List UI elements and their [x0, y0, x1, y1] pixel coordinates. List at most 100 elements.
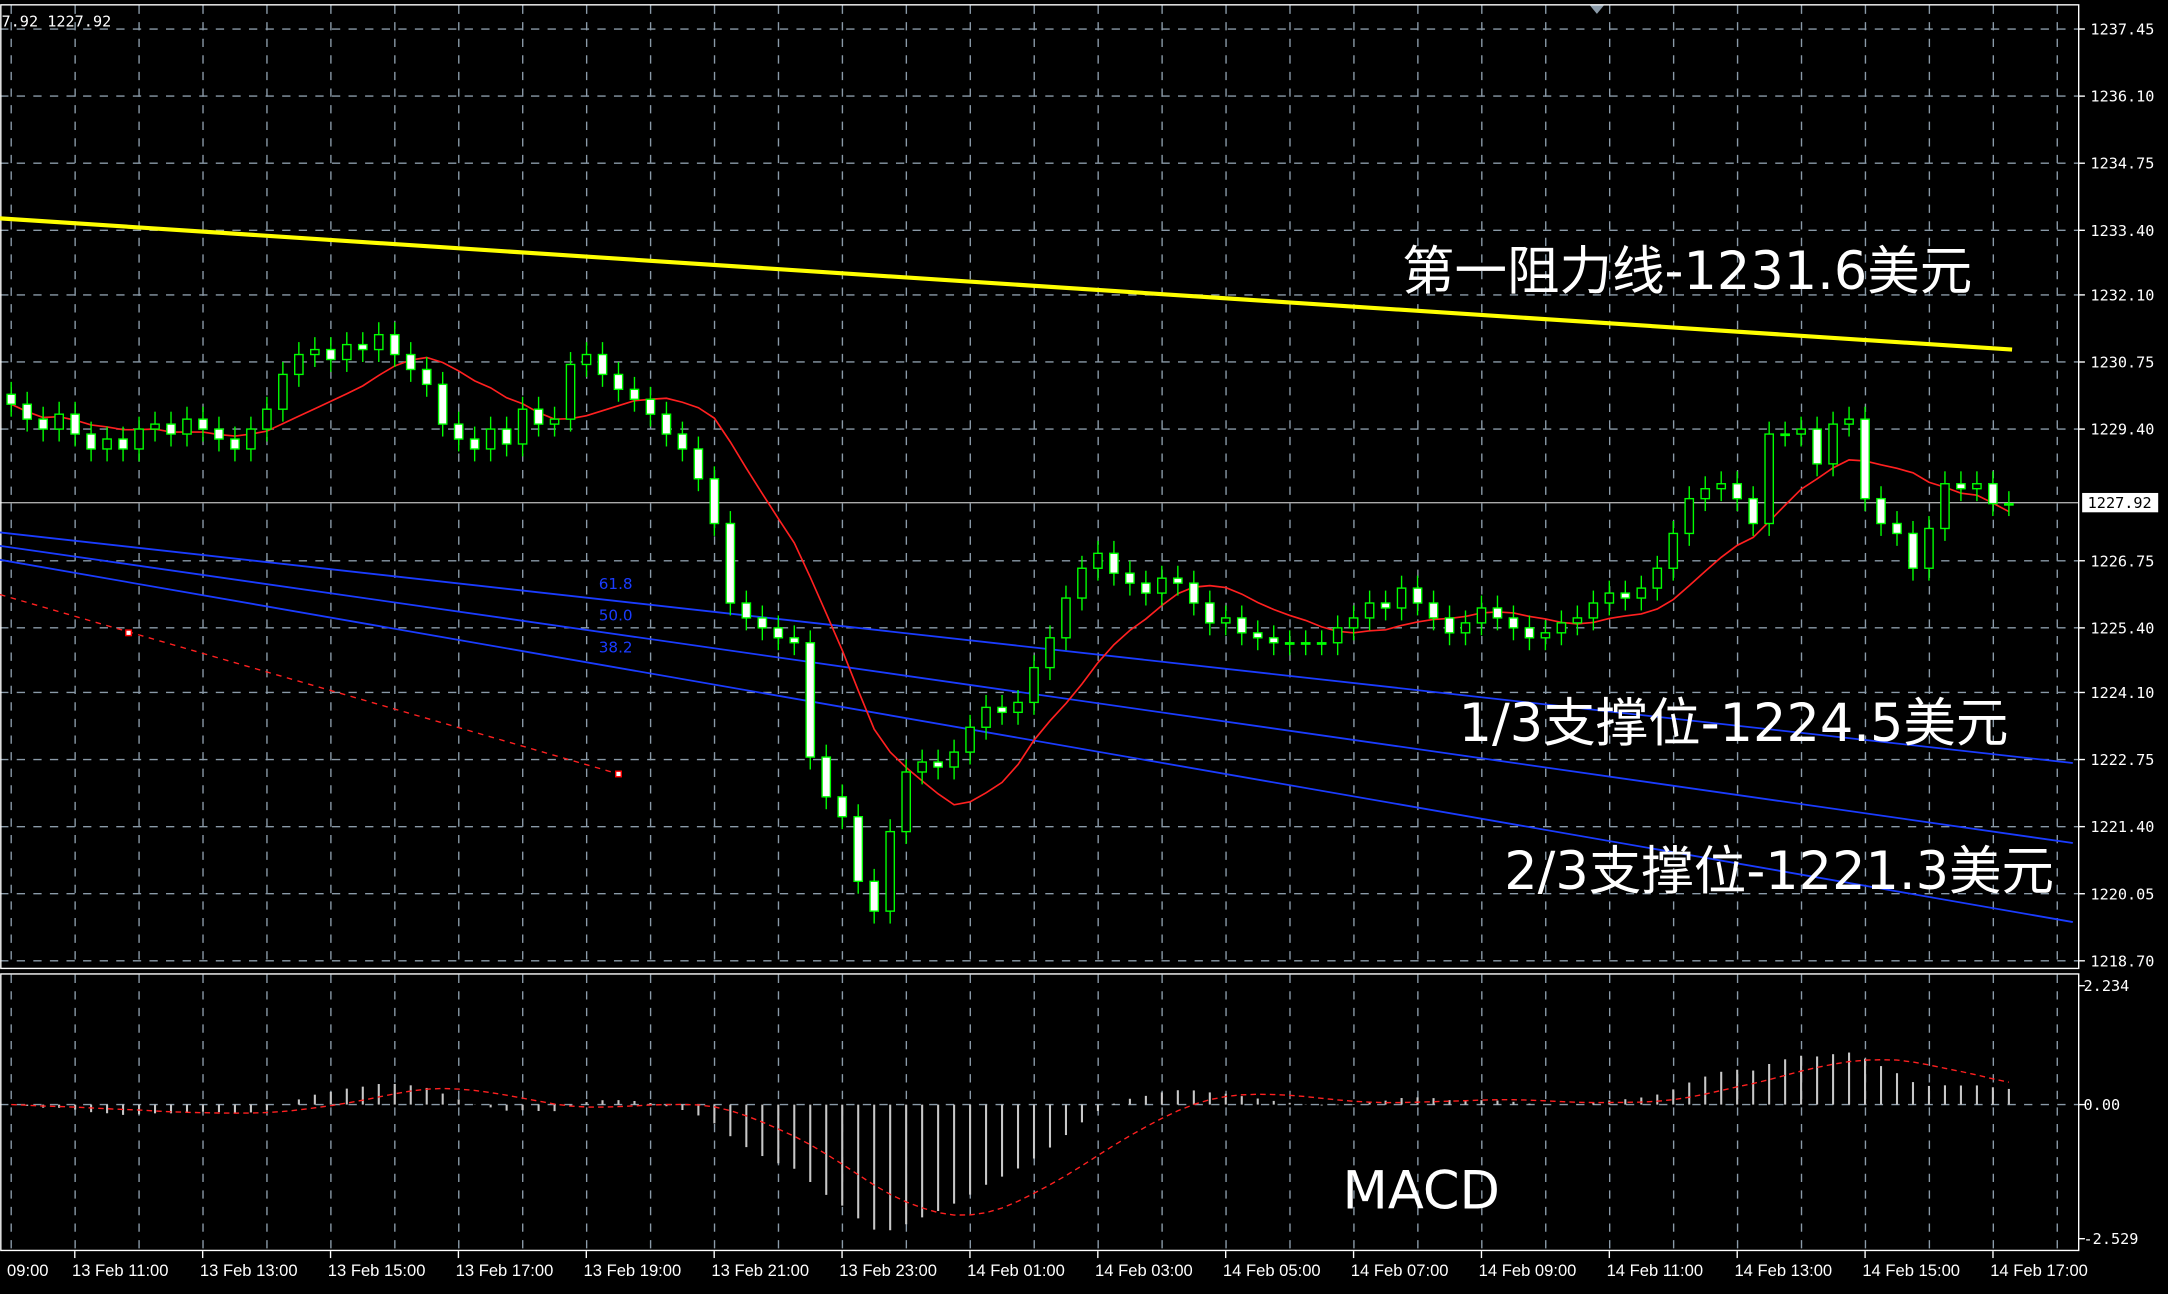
time-tick-label: 13 Feb 17:00	[456, 1261, 554, 1280]
candle-bear	[1956, 483, 1966, 490]
candle-bull	[1061, 597, 1071, 639]
current-price-box	[2082, 492, 2159, 513]
time-tick-label: 13 Feb 13:00	[200, 1261, 298, 1280]
candle-bear	[1380, 602, 1391, 609]
candle-bull	[1364, 602, 1375, 619]
candle-bull	[246, 428, 256, 450]
candle-bull	[1093, 552, 1103, 569]
candle-bull	[1700, 488, 1711, 500]
candle-bear	[1236, 617, 1247, 634]
candle-bear	[22, 403, 33, 420]
price-tick-label: 1230.75	[2090, 354, 2154, 372]
candle-bull	[1652, 567, 1663, 589]
candle-bear	[629, 388, 640, 400]
candle-bull	[1300, 642, 1311, 645]
candle-bull	[549, 418, 560, 425]
moving-average	[10, 356, 2010, 806]
candle-bear	[677, 433, 688, 450]
candle-bear	[405, 353, 416, 371]
candle-bear	[773, 627, 784, 639]
candle-bull	[1396, 587, 1407, 609]
candle-bull	[1684, 497, 1695, 535]
candle-bear	[1428, 602, 1439, 619]
candle-bull	[1220, 617, 1231, 624]
price-tick-label: 1232.10	[2090, 286, 2154, 304]
candle-bull	[1828, 423, 1838, 465]
candle-bull	[1668, 532, 1679, 569]
candle-bull	[1604, 592, 1615, 604]
candle-bull	[182, 418, 192, 435]
candle-bear	[1492, 607, 1503, 619]
candle-bear	[1876, 497, 1886, 525]
candle-bull	[565, 363, 576, 420]
candle-bull	[310, 348, 320, 356]
candle-bull	[1844, 418, 1854, 425]
time-tick-label: 14 Feb 11:00	[1607, 1261, 1703, 1280]
candle-bull	[341, 343, 352, 361]
candle-bull	[1284, 642, 1295, 645]
candle-bear	[597, 353, 608, 376]
candle-bull	[150, 423, 160, 430]
candle-bear	[421, 368, 432, 386]
candle-bear	[70, 413, 80, 435]
candle-bull	[1636, 587, 1647, 599]
candle-bear	[1252, 632, 1263, 639]
macd-indicator	[11, 1052, 2010, 1231]
candle-bull	[1332, 627, 1343, 644]
time-tick-label: 09:00	[7, 1261, 49, 1280]
candle-bear	[1444, 617, 1455, 634]
candle-bear	[1812, 428, 1822, 465]
drawn-lines	[0, 216, 2073, 923]
candle-bull	[981, 706, 991, 728]
candle-bull	[1940, 483, 1950, 530]
candle-bear	[533, 408, 544, 425]
candle-bear	[725, 522, 736, 604]
price-tick-label: 1224.10	[2090, 684, 2154, 702]
candle-bull	[1540, 632, 1551, 639]
candle-bull	[1476, 607, 1487, 624]
candle-bull	[1572, 617, 1583, 624]
candle-bull	[1556, 622, 1567, 634]
candle-bear	[933, 761, 943, 768]
candle-bear	[1524, 627, 1535, 639]
candle-bear	[853, 816, 864, 883]
candle-bear	[1908, 532, 1918, 569]
candle-bear	[1188, 582, 1199, 604]
price-tick-label: 1237.45	[2090, 21, 2154, 39]
candle-bear	[997, 706, 1007, 714]
time-tick-label: 14 Feb 17:00	[1990, 1261, 2088, 1280]
annotation-resistance-1: 第一阻力线-1231.6美元	[1402, 241, 1972, 302]
price-tick-label: 1234.75	[2090, 155, 2154, 173]
price-tick-label: 1229.40	[2090, 421, 2154, 439]
macd-title: MACD	[1343, 1160, 1500, 1221]
candle-bear	[230, 438, 240, 450]
candle-bull	[1780, 433, 1790, 437]
macd-panel-frame	[0, 973, 2080, 1252]
candle-bull	[901, 771, 911, 833]
candle-bull	[949, 751, 959, 768]
fib-channel-line	[0, 531, 2073, 764]
candle-bear	[214, 428, 224, 440]
candle-bull	[581, 353, 592, 366]
candle-bear	[357, 343, 368, 351]
header-info: 7.92 1227.92	[2, 12, 112, 30]
candle-bear	[741, 602, 752, 619]
candle-bear	[869, 880, 880, 912]
price-axis: 1237.45 1236.10 1234.75 1233.40 1232.10 1230.…	[2078, 21, 2159, 1248]
price-tick-label: 1220.05	[2090, 885, 2154, 903]
time-axis: 09:00 13 Feb 11:00 13 Feb 13:00 13 Feb 15:0…	[7, 1251, 2088, 1280]
candle-bull	[1764, 433, 1774, 525]
current-price-label: 1227.92	[2088, 494, 2152, 512]
candle-bull	[262, 408, 272, 430]
candle-bear	[1892, 522, 1902, 535]
price-tick-label: 1236.10	[2090, 88, 2154, 106]
macd-signal-line	[11, 1059, 2010, 1216]
price-tick-label: 1233.40	[2090, 222, 2154, 240]
fib-channel-line	[0, 558, 2073, 923]
macd-tick-label: 2.234	[2084, 977, 2130, 995]
candle-bear	[501, 428, 512, 445]
candle-bear	[613, 373, 624, 391]
candle-bear	[1125, 572, 1135, 584]
chart-shift-marker[interactable]	[1589, 5, 1604, 14]
price-tick-label: 1218.70	[2090, 952, 2154, 970]
